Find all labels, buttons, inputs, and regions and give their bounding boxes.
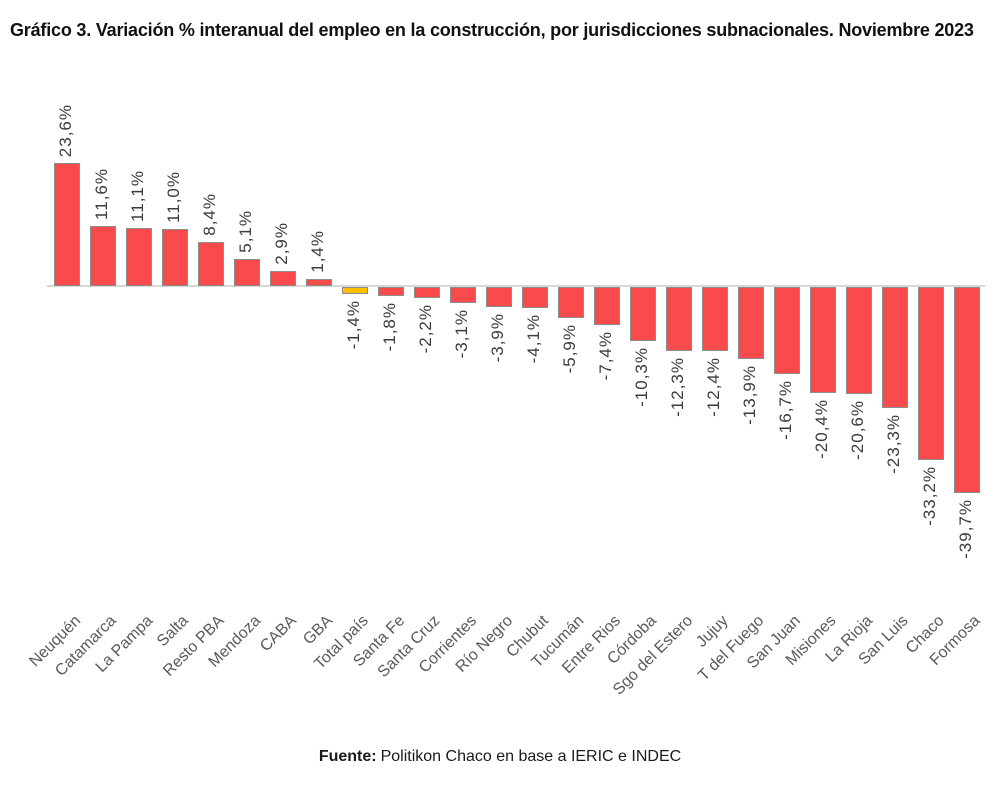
bar-value-label: -23,3%: [884, 414, 903, 474]
bar: [881, 287, 908, 408]
bar-value-label: -20,4%: [812, 399, 831, 459]
bar-value-label: -12,3%: [668, 357, 687, 417]
bar-value-label: 23,6%: [56, 103, 75, 157]
source-note: Fuente: Politikon Chaco en base a IERIC e…: [0, 748, 1000, 766]
bar-value-label: -13,9%: [740, 365, 759, 425]
bar-value-label: -7,4%: [596, 331, 615, 381]
bar: [305, 279, 332, 286]
bar-value-label: -12,4%: [704, 357, 723, 417]
bar-value-label: -39,7%: [956, 499, 975, 559]
bar-value-label: -4,1%: [524, 314, 543, 364]
bar: [773, 287, 800, 374]
bar: [557, 287, 584, 318]
bar-value-label: -3,1%: [452, 309, 471, 359]
bar: [809, 287, 836, 393]
bar: [53, 163, 80, 286]
source-label: Fuente:: [318, 748, 377, 765]
bar: [737, 287, 764, 359]
bar: [233, 259, 260, 286]
bar-value-label: -3,9%: [488, 313, 507, 363]
bar-value-label: -2,2%: [416, 304, 435, 354]
bar: [629, 287, 656, 341]
bar-value-label: -16,7%: [776, 380, 795, 440]
bar-value-label: 11,0%: [164, 171, 183, 223]
bar-value-label: 11,1%: [128, 170, 147, 222]
bar-value-label: -5,9%: [560, 324, 579, 374]
chart-title: Gráfico 3. Variación % interanual del em…: [10, 20, 974, 40]
bar: [125, 228, 152, 286]
bar-value-label: 1,4%: [308, 230, 327, 273]
bar: [665, 287, 692, 351]
bar: [593, 287, 620, 325]
bar: [413, 287, 440, 298]
bar: [485, 287, 512, 307]
bar: [269, 271, 296, 286]
bar: [521, 287, 548, 308]
bar-value-label: 11,6%: [92, 168, 111, 220]
x-axis-baseline: [47, 285, 985, 287]
bar-value-label: -33,2%: [920, 466, 939, 526]
bar: [917, 287, 944, 460]
bar: [449, 287, 476, 303]
bar: [197, 242, 224, 286]
bar-value-label: -20,6%: [848, 400, 867, 460]
bar: [701, 287, 728, 351]
bar: [161, 229, 188, 286]
bar-value-label: 5,1%: [236, 210, 255, 253]
bar-value-label: -1,8%: [380, 302, 399, 352]
bar-value-label: -10,3%: [632, 347, 651, 407]
bar: [845, 287, 872, 394]
bar: [89, 226, 116, 286]
bar-value-label: 8,4%: [200, 193, 219, 236]
bar: [953, 287, 980, 493]
bar-value-label: -1,4%: [344, 300, 363, 350]
bar: [377, 287, 404, 296]
bar-value-label: 2,9%: [272, 222, 291, 265]
bar-total-pais-highlight: [341, 287, 368, 294]
x-axis-label: CABA: [256, 612, 300, 656]
source-text: Politikon Chaco en base a IERIC e INDEC: [380, 748, 682, 765]
